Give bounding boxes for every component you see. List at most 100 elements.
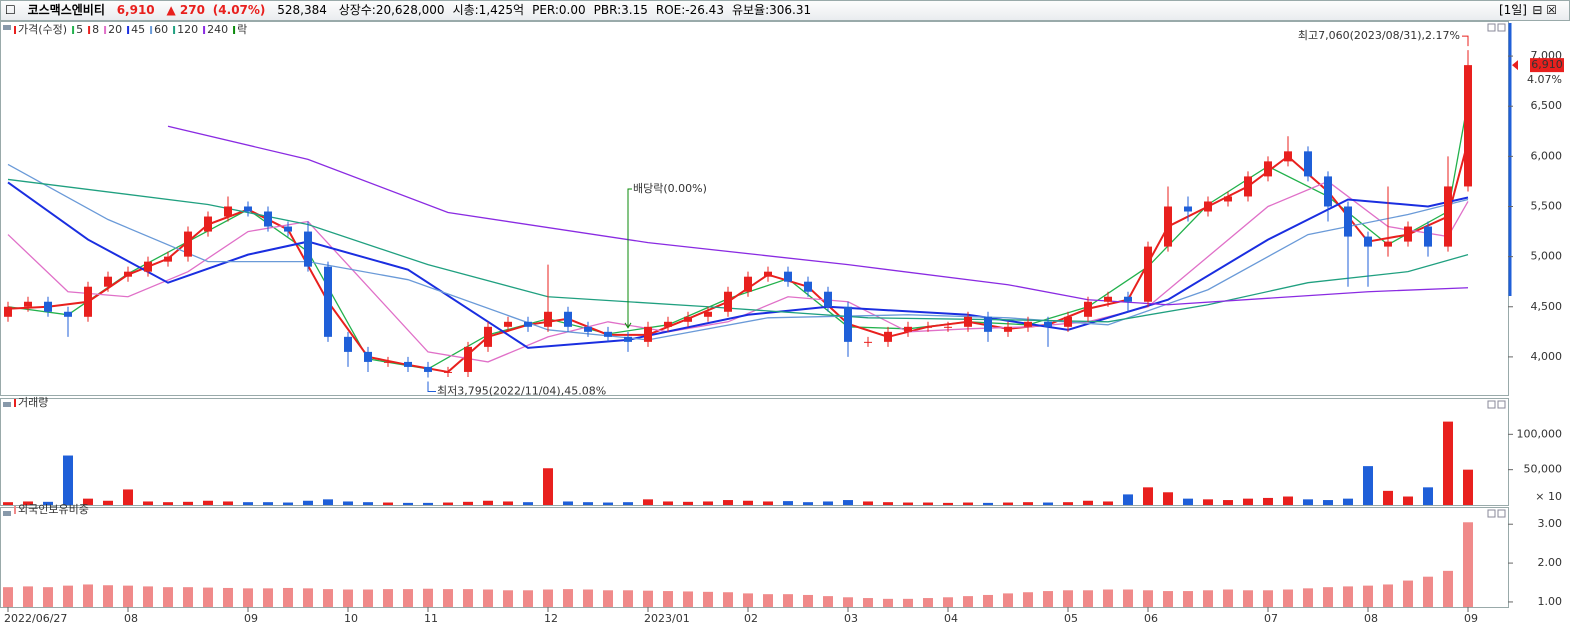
candle-body [264,211,272,227]
panel-buttons[interactable] [1487,23,1506,518]
bar [1303,588,1313,607]
bar [583,589,593,607]
bar [723,592,733,607]
bar [1463,522,1473,607]
stat: 유보율:306.31 [731,3,812,17]
period[interactable]: [1일] [1498,3,1527,17]
ex-dividend-label: 배당락(0.00%) [633,182,707,195]
y-tick-label: 5,000 [1531,250,1563,263]
bar [943,502,953,505]
candle-body [984,316,992,332]
price-tag-pct: 4.07% [1527,73,1562,86]
bar [1183,591,1193,607]
bar [383,589,393,607]
ma-line [7,101,1469,370]
bar [683,591,693,607]
bar [1003,502,1013,505]
candle-body [1004,326,1012,332]
stat: PER:0.00 [532,3,586,17]
candle-body [1104,296,1112,302]
bar [1263,590,1273,607]
bar [1343,498,1353,505]
high-arrow [1462,35,1469,47]
bar [623,590,633,607]
checkbox[interactable]: ☐ [5,3,16,17]
bar [1363,585,1373,607]
bar [1223,500,1233,505]
legend-label: 240 [207,23,228,36]
bar [343,589,353,607]
bar [1303,499,1313,505]
candle-body [1404,226,1412,242]
candle-body [44,301,52,312]
legend-swatch [233,26,236,34]
candle-body [604,331,612,337]
candle-body [1364,236,1372,247]
bar [1143,487,1153,505]
bar [363,502,373,505]
window-buttons[interactable]: ⊟ ☒ [1532,3,1557,17]
bar [603,590,613,607]
candle-body [1224,196,1232,202]
bar [563,501,573,505]
candle-body [1184,206,1192,212]
bar [1383,490,1393,505]
candle-body [684,316,692,322]
bar [1243,498,1253,505]
bar [483,500,493,505]
bar [783,594,793,607]
bar [163,502,173,505]
x-tick-label: 09 [244,612,258,625]
legend-label: 20 [108,23,122,36]
candle-body [1444,186,1452,247]
candle-body [184,231,192,257]
bar [1103,501,1113,505]
legend-swatch [72,26,75,34]
candle-body [524,321,532,327]
candle-body [484,326,492,347]
x-tick-label: 2023/01 [644,612,690,625]
bar [1363,466,1373,505]
x-tick-label: 12 [544,612,558,625]
stock-name: 코스맥스엔비티 [27,3,105,17]
bar [143,501,153,505]
bar [103,500,113,505]
candle-body [624,336,632,342]
legend-label: 45 [131,23,145,36]
x-tick-label: 05 [1064,612,1078,625]
bar [1163,591,1173,607]
bar [83,498,93,505]
y-tick-label: 3.00 [1538,517,1563,530]
candle-body [924,326,932,328]
bar [503,501,513,505]
bar [623,502,633,505]
candle-body [1124,296,1132,302]
candle-body [4,306,12,317]
bar [823,596,833,607]
bar [743,593,753,607]
bar [23,586,33,607]
bar [763,594,773,607]
candle-body [644,326,652,342]
chart-area: 4,0004,5005,0005,5006,0006,5007,000가격(수정… [0,21,1564,625]
bar [563,589,573,607]
x-tick-label: 08 [124,612,138,625]
bar [323,499,333,505]
stat: PBR:3.15 [593,3,648,17]
x-tick-label: 11 [424,612,438,625]
bar [1103,589,1113,607]
legend-label: 가격(수정) [18,23,67,36]
unit-label: × 10 [1535,490,1562,503]
candle-body [1164,206,1172,247]
bar [1343,586,1353,607]
bar [463,501,473,505]
bar [823,501,833,505]
bar [1423,576,1433,607]
bar [963,596,973,607]
candle-body [1384,241,1392,247]
foreign-panel [0,507,1509,608]
legend-swatch [104,26,107,34]
legend-label: 5 [76,23,83,36]
bar [183,587,193,607]
bar [1403,496,1413,505]
